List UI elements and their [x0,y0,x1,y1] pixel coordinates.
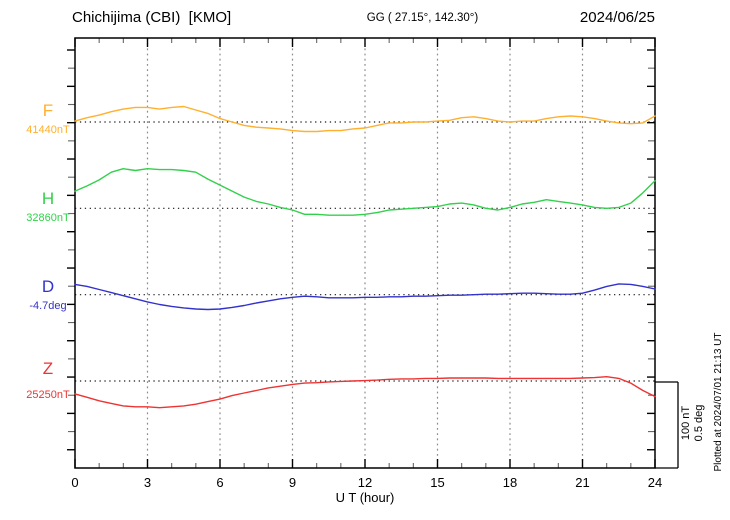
station-title: Chichijima (CBI) [KMO] [72,9,232,26]
curve-Z [74,376,656,409]
x-tick-label-15: 15 [430,475,445,490]
channel-base-value-F: 41440nT [26,124,70,136]
curve-F [74,105,656,133]
x-tick-label-21: 21 [575,475,590,490]
curve-H [74,167,656,216]
scalebar-label: 100 nT 0.5 deg [680,383,706,463]
channel-base-value-H: 32860nT [26,212,70,224]
channel-base-value-D: -4.7deg [29,300,67,312]
geographic-coordinates: GG ( 27.15°, 142.30°) [366,12,479,24]
x-tick-label-9: 9 [288,475,297,490]
x-axis-title: U T (hour) [335,490,395,505]
channel-letter-F: F [42,101,54,120]
channel-label-F: F 41440nT [6,102,90,136]
channel-letter-H: H [41,189,55,208]
observation-date: 2024/06/25 [579,9,655,26]
channel-letter-Z: Z [42,359,54,378]
scalebar-deg-label: 0.5 deg [693,404,705,442]
channel-base-value-Z: 25250nT [26,389,70,401]
curve-D [74,283,656,311]
x-tick-label-6: 6 [216,475,224,490]
channel-letter-D: D [41,277,55,296]
channel-label-D: D -4.7deg [6,278,90,312]
x-tick-label-3: 3 [143,475,152,490]
scalebar-nt-label: 100 nT [680,405,692,441]
x-tick-label-18: 18 [502,475,518,490]
plotted-timestamp-note: Plotted at 2024/07/01 21:13 UT [713,332,724,472]
x-tick-label-24: 24 [647,475,663,490]
channel-label-H: H 32860nT [6,190,90,224]
x-tick-label-0: 0 [71,475,79,490]
channel-label-Z: Z 25250nT [6,360,90,401]
x-tick-label-12: 12 [357,475,373,490]
plot-frame [74,37,656,469]
